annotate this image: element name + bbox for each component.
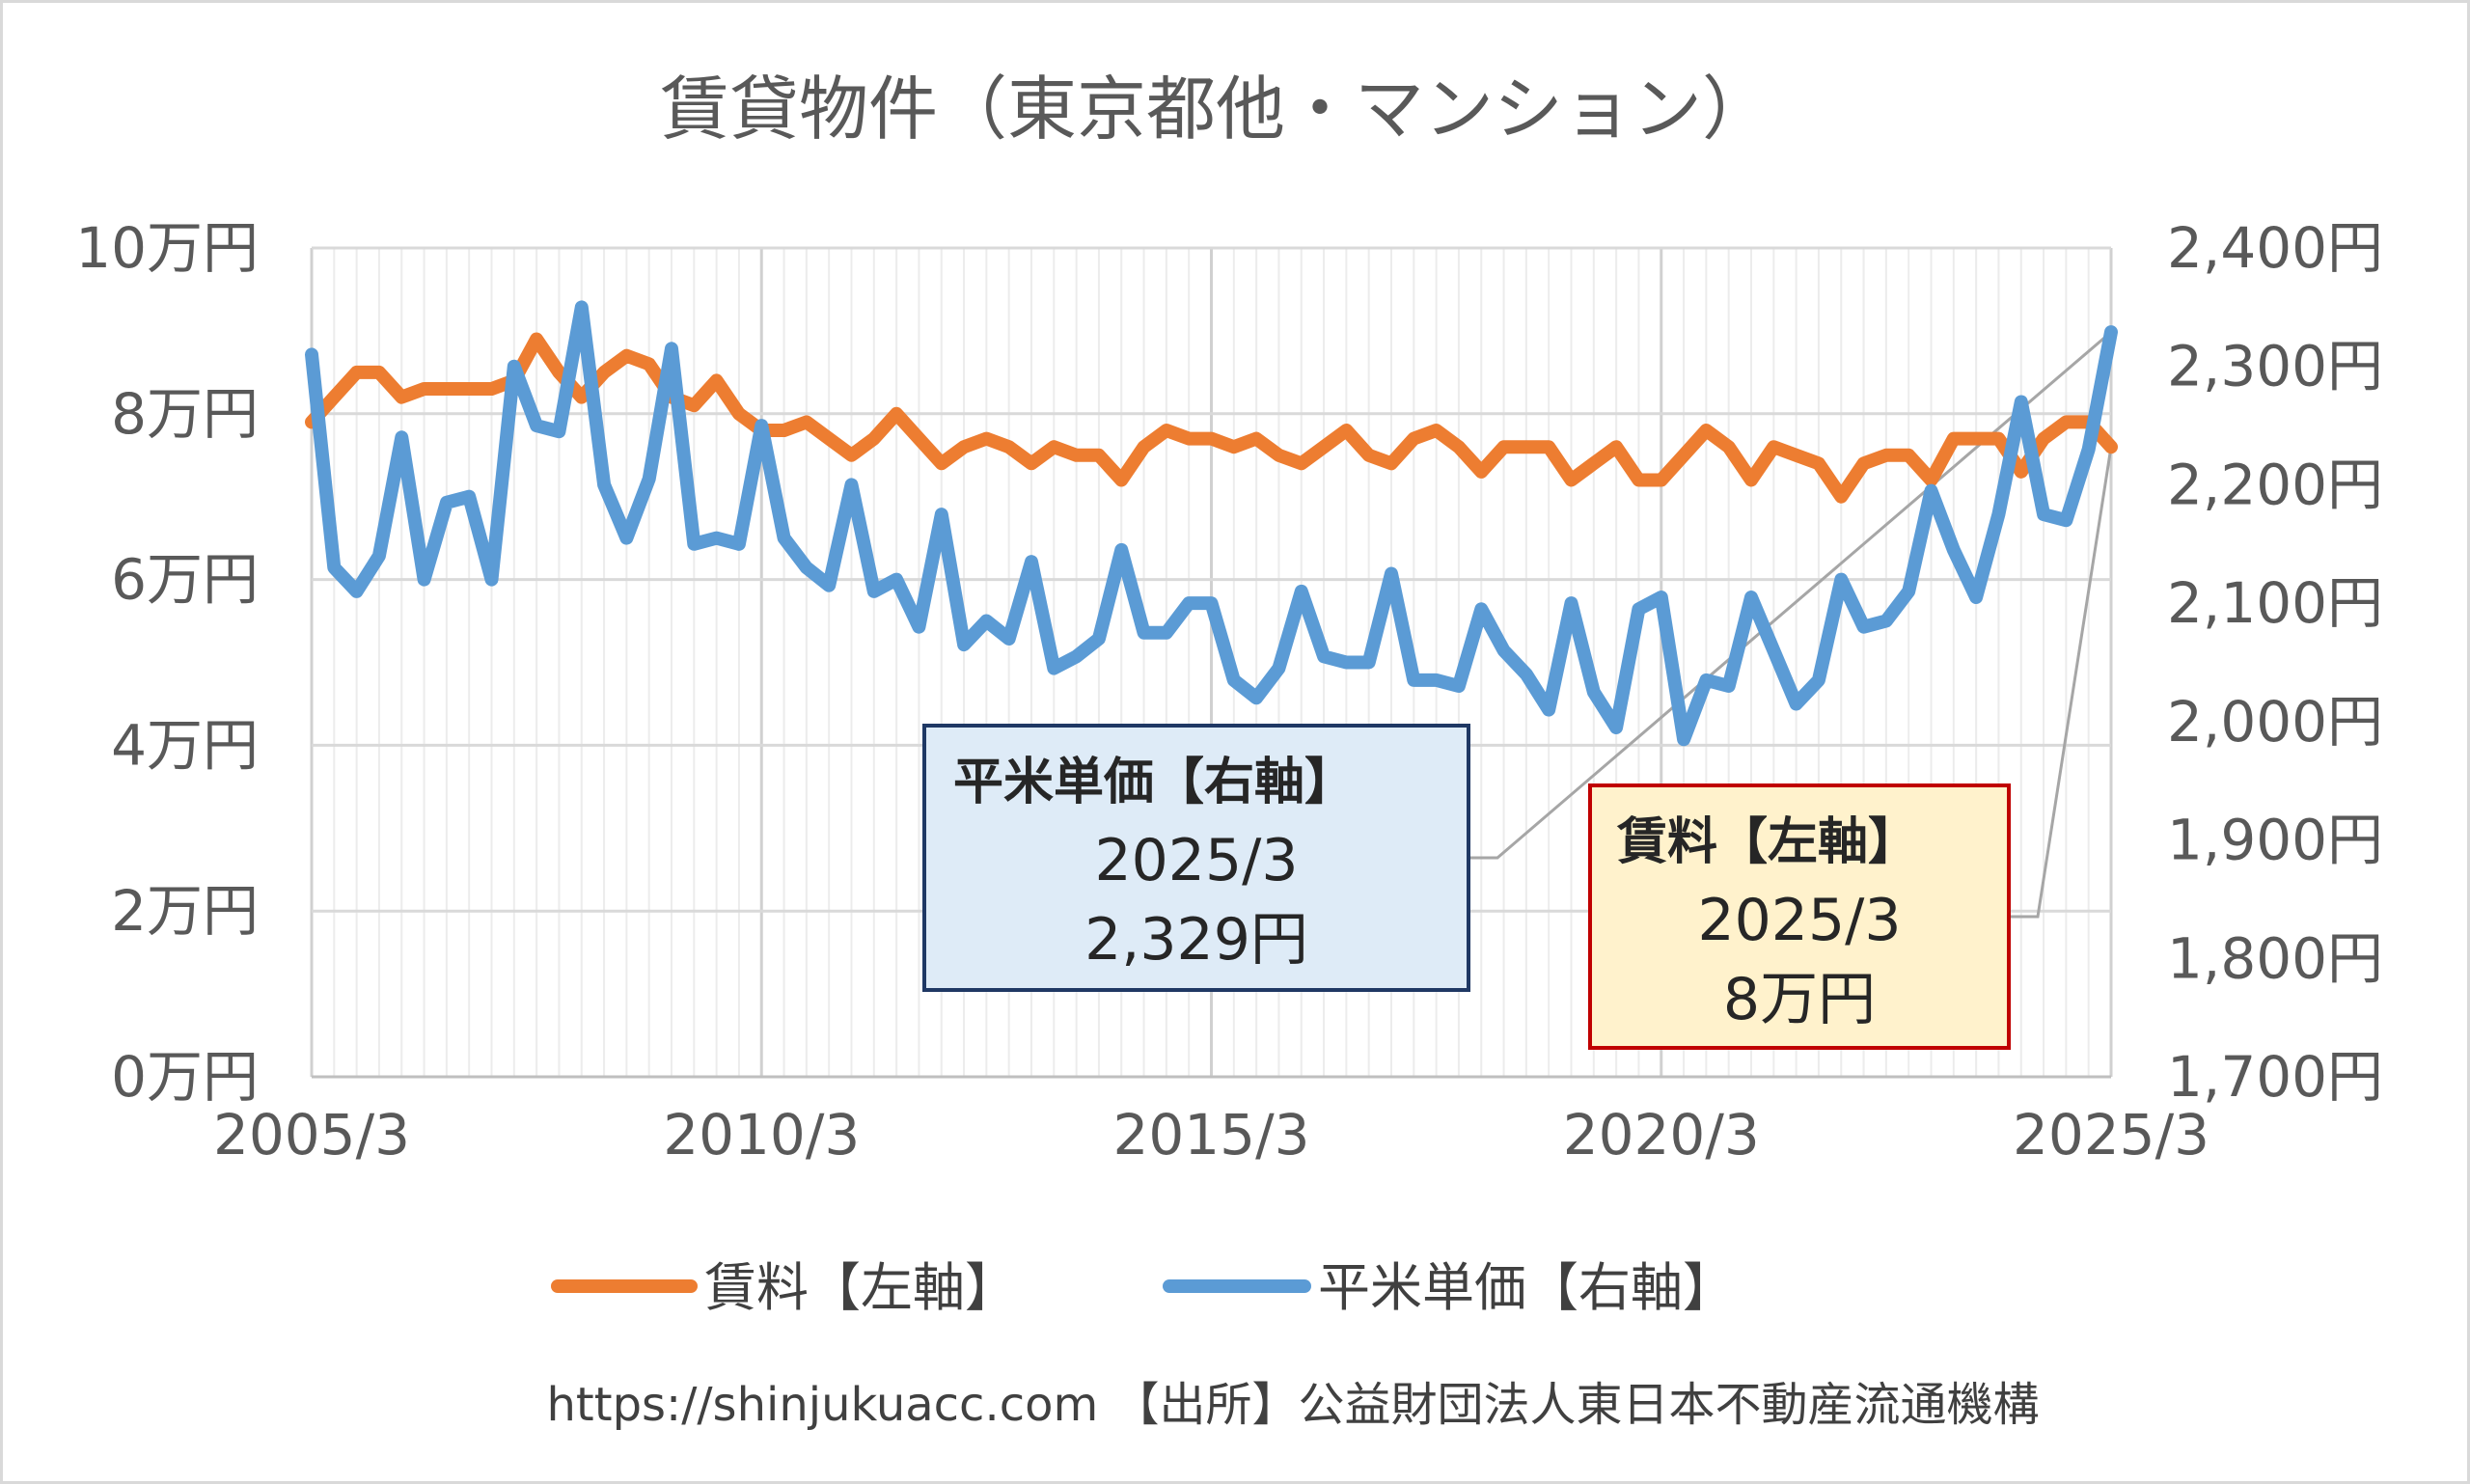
callout-sqm-price: 平米単価【右軸】 2025/3 2,329円 xyxy=(922,724,1470,992)
callout-sqm-header: 平米単価【右軸】 xyxy=(953,754,1355,811)
left-tick-label: 0万円 xyxy=(111,1044,259,1110)
right-tick-label: 2,000円 xyxy=(2167,689,2383,755)
legend-label-rent: 賃料【左軸】 xyxy=(704,1257,1017,1318)
x-tick-label: 2025/3 xyxy=(2013,1102,2209,1168)
left-tick-label: 2万円 xyxy=(111,878,259,944)
left-tick-label: 8万円 xyxy=(111,381,259,447)
legend: 賃料【左軸】 平米単価【右軸】 xyxy=(551,1257,1735,1318)
x-tick-label: 2015/3 xyxy=(1112,1102,1309,1168)
callout-rent-header: 賃料【左軸】 xyxy=(1616,813,1918,871)
right-tick-label: 2,100円 xyxy=(2167,570,2383,636)
callout-leader-lines xyxy=(1468,330,2113,919)
callout-sqm-date: 2025/3 xyxy=(1094,827,1298,894)
callout-rent: 賃料【左軸】 2025/3 8万円 xyxy=(1588,783,2011,1050)
x-tick-label: 2005/3 xyxy=(213,1102,410,1168)
series-line-rent xyxy=(305,332,2118,504)
footer-source: https://shinjukuacc.com 【出所】公益財団法人東日本不動産… xyxy=(547,1378,2040,1432)
series-line-sqm-price xyxy=(305,300,2118,747)
x-tick-label: 2010/3 xyxy=(663,1102,860,1168)
right-tick-label: 1,700円 xyxy=(2167,1044,2383,1110)
right-tick-label: 1,900円 xyxy=(2167,808,2383,873)
leader-line-rent xyxy=(2009,446,2113,919)
callout-sqm-box xyxy=(922,724,1470,992)
left-tick-label: 6万円 xyxy=(111,547,259,613)
right-tick-label: 2,200円 xyxy=(2167,452,2383,517)
left-axis-ticks: 0万円 2万円 4万円 6万円 8万円 10万円 xyxy=(75,215,259,1110)
x-axis-ticks: 2005/3 2010/3 2015/3 2020/3 2025/3 xyxy=(213,1102,2209,1168)
callout-rent-box xyxy=(1588,783,2011,1050)
callout-rent-date: 2025/3 xyxy=(1697,887,1901,954)
callout-sqm-value: 2,329円 xyxy=(1084,906,1308,974)
callout-rent-value: 8万円 xyxy=(1723,966,1876,1033)
leader-line-sqm xyxy=(1468,330,2112,860)
right-tick-label: 2,400円 xyxy=(2167,215,2383,281)
left-tick-label: 4万円 xyxy=(111,712,259,778)
right-tick-label: 1,800円 xyxy=(2167,925,2383,991)
x-tick-label: 2020/3 xyxy=(1563,1102,1760,1168)
right-tick-label: 2,300円 xyxy=(2167,334,2383,399)
chart-title: 賃貸物件（東京都他・マンション） xyxy=(660,69,1771,150)
legend-label-sqm-price: 平米単価【右軸】 xyxy=(1318,1257,1735,1318)
left-tick-label: 10万円 xyxy=(75,215,259,281)
right-axis-ticks: 1,700円 1,800円 1,900円 2,000円 2,100円 2,200円 2,30… xyxy=(2167,215,2383,1110)
